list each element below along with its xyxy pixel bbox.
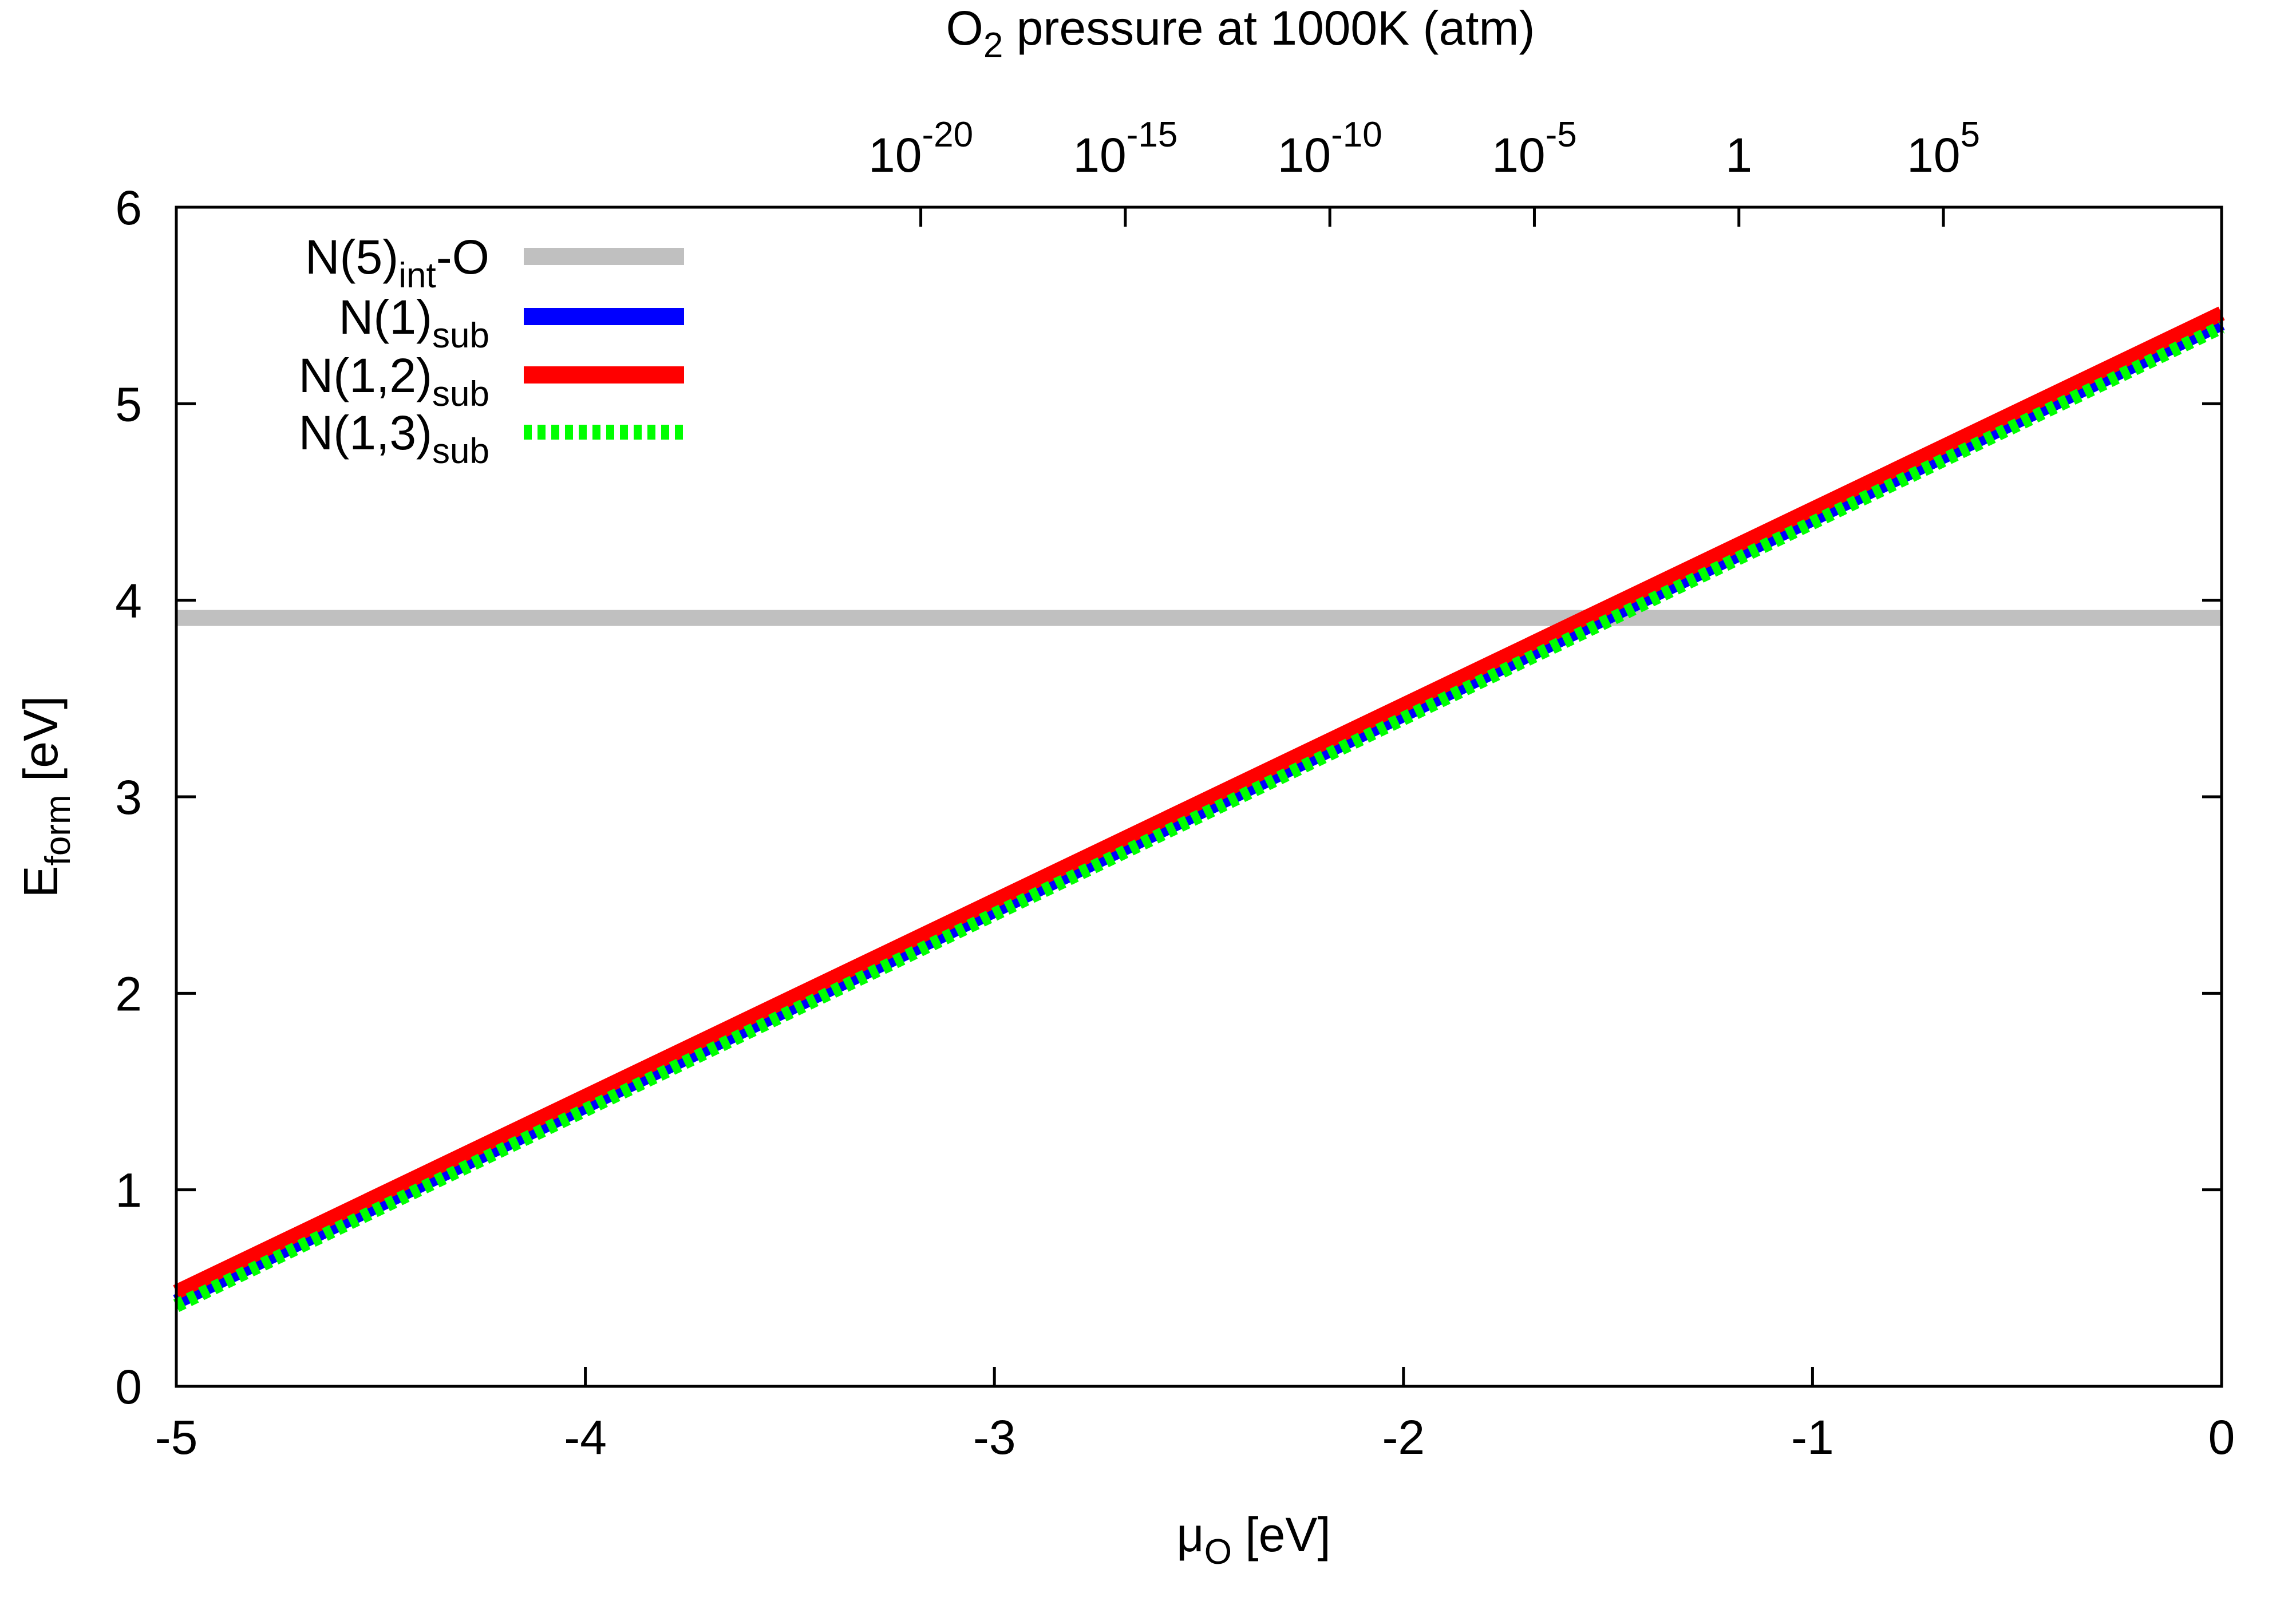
top-tick-label: 10-20 — [868, 115, 973, 182]
ticks-layer: -5 -4 -3 -2 -1 0 0 1 2 3 4 5 6 10-20 10-15 10-10 10-5 1 10… — [115, 115, 2235, 1464]
top-tick-label: 10-5 — [1492, 115, 1577, 182]
x-tick-label: -4 — [564, 1410, 607, 1464]
series-layer — [173, 306, 2225, 1312]
x-tick-label: -1 — [1791, 1410, 1834, 1464]
legend-label-2: N(1)sub — [339, 290, 489, 355]
x-tick-label: 0 — [2208, 1410, 2235, 1464]
y-tick-label: 1 — [115, 1164, 142, 1217]
x-tick-label: -2 — [1382, 1410, 1425, 1464]
top-tick-label: 10-10 — [1278, 115, 1382, 182]
x-tick-label: -5 — [155, 1410, 198, 1464]
legend-label-3: N(1,2)sub — [299, 349, 489, 414]
y-tick-label: 3 — [115, 770, 142, 824]
y-tick-label: 0 — [115, 1360, 142, 1414]
y-tick-label: 2 — [115, 967, 142, 1021]
top-tick-label: 10-15 — [1073, 115, 1177, 182]
series-line-2 — [173, 316, 2225, 1309]
y-tick-label: 5 — [115, 377, 142, 431]
top-tick-label: 1 — [1725, 128, 1752, 182]
legend-label-1: N(5)int-O — [305, 230, 489, 295]
legend-label-4: N(1,3)sub — [299, 406, 489, 471]
top-axis-title: O2 pressure at 1000K (atm) — [946, 1, 1535, 65]
y-axis-title: Eform [eV] — [14, 696, 78, 898]
y-tick-label: 6 — [115, 181, 142, 235]
series-line-3 — [173, 306, 2225, 1299]
x-tick-label: -3 — [973, 1410, 1016, 1464]
x-axis-title: μO [eV] — [1176, 1508, 1330, 1572]
y-tick-label: 4 — [115, 574, 142, 628]
series-line-4 — [173, 321, 2225, 1312]
top-tick-label: 105 — [1907, 115, 1980, 182]
